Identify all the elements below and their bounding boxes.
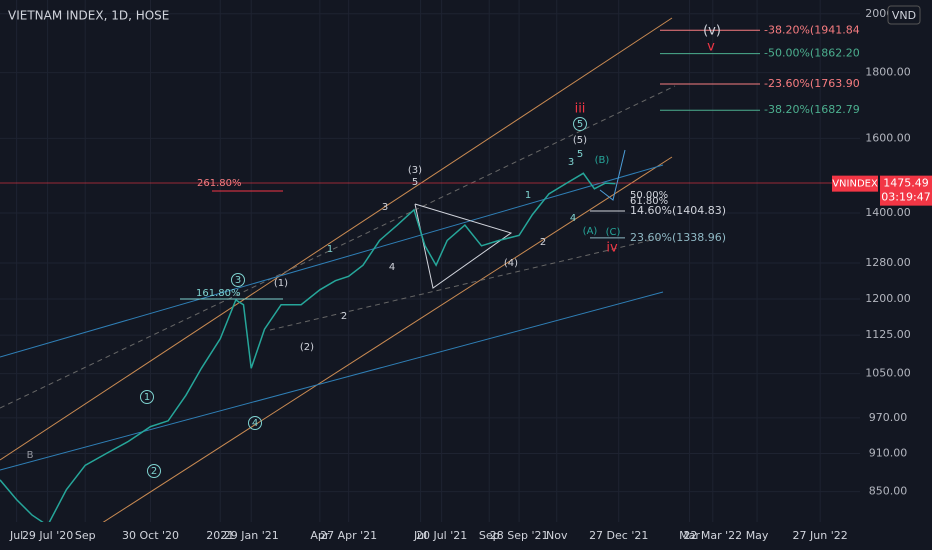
wave-label: 5 xyxy=(577,119,583,130)
wave-label: (v) xyxy=(703,24,721,39)
y-tick-label: 910.00 xyxy=(869,447,908,460)
wave-label: 50.00% xyxy=(630,190,668,201)
y-tick-label: 1400.00 xyxy=(865,206,911,219)
y-tick-label: 1280.00 xyxy=(865,256,911,269)
channel-upper xyxy=(0,17,673,461)
wave-label: 4 xyxy=(389,262,395,273)
drawings xyxy=(0,17,860,550)
fib-label: -38.20%(1682.79) xyxy=(764,103,864,116)
wave-label: (5) xyxy=(573,135,587,146)
wave-label: 1 xyxy=(144,392,150,403)
triangle xyxy=(414,203,513,289)
wave-label: (3) xyxy=(408,165,422,176)
plot: -38.20%(1941.84) -50.00%(1862.20) -23.60%(… xyxy=(0,23,864,527)
wave-circle xyxy=(140,390,154,404)
wave-label: (B) xyxy=(595,155,610,166)
wave-label: 3 xyxy=(235,275,241,286)
x-tick-label: 29 Jul '20 xyxy=(22,529,73,542)
wave-label: 261.80% xyxy=(197,178,242,189)
grid xyxy=(0,0,860,522)
last-price: 1475.49 xyxy=(883,177,929,190)
wave-label: 4 xyxy=(252,418,258,429)
price-line xyxy=(0,172,616,527)
wave-label: iii xyxy=(575,102,586,117)
chart-title: VIETNAM INDEX, 1D, HOSE xyxy=(8,9,169,23)
symbol-box xyxy=(832,175,878,192)
wave-circle xyxy=(231,273,245,287)
dashed-line xyxy=(269,237,661,331)
wave-circle xyxy=(248,416,262,430)
x-tick-label: Jul xyxy=(9,529,23,542)
x-tick-label: 27 Dec '21 xyxy=(589,529,648,542)
x-tick-label: 22 Mar '22 xyxy=(683,529,742,542)
fib-label: 14.60%(1404.83) xyxy=(630,204,726,217)
wave-label: 61.80% xyxy=(630,196,668,207)
wave-label: 5 xyxy=(577,149,583,160)
trend-line xyxy=(0,291,664,471)
x-tick-label: Sep xyxy=(479,529,500,542)
wave-label: 2 xyxy=(151,466,157,477)
fib-label: -23.60%(1763.90) xyxy=(764,77,864,90)
y-tick-label: 970.00 xyxy=(869,411,908,424)
wave-label: (2) xyxy=(300,342,314,353)
y-tick-label: 1800.00 xyxy=(865,66,911,79)
channel-mid xyxy=(0,85,676,409)
x-tick-label: Nov xyxy=(546,529,568,542)
y-axis xyxy=(860,0,932,550)
x-tick-label: 2021 xyxy=(206,529,234,542)
wave-label: (C) xyxy=(606,227,621,238)
x-tick-label: 27 Jun '22 xyxy=(793,529,848,542)
x-tick-label: Apr xyxy=(310,529,330,542)
x-tick-label: Jul xyxy=(413,529,427,542)
x-tick-label: 29 Jan '21 xyxy=(224,529,279,542)
wave-label: 1 xyxy=(327,244,333,255)
wave-circle xyxy=(147,464,161,478)
x-tick-label: Sep xyxy=(75,529,96,542)
fib-label: -50.00%(1862.20) xyxy=(764,47,864,60)
y-tick-label: 850.00 xyxy=(869,485,908,498)
channel-lower xyxy=(59,156,673,550)
wave-label: 2 xyxy=(341,311,347,322)
trend-line xyxy=(0,164,664,358)
wave-label: iv xyxy=(606,241,618,256)
currency: VND xyxy=(892,9,916,22)
wave-circle xyxy=(573,117,587,131)
wave-label: v xyxy=(707,40,715,55)
wave-label: B xyxy=(27,450,34,461)
y-tick-label: 1050.00 xyxy=(865,367,911,380)
wave-label: (4) xyxy=(504,258,518,269)
wave-label: (1) xyxy=(274,278,288,289)
wave-label: 3 xyxy=(568,157,574,168)
wave-label: 4 xyxy=(570,213,576,224)
wave-label: 3 xyxy=(382,202,388,213)
y-tick-label: 1200.00 xyxy=(865,292,911,305)
symbol-name: VNINDEX xyxy=(832,179,878,190)
x-tick-label: 20 Jul '21 xyxy=(416,529,467,542)
x-tick-label: May xyxy=(746,529,769,542)
x-tick-label: 27 Apr '21 xyxy=(320,529,377,542)
wave-label: 2 xyxy=(540,237,546,248)
y-tick-label: 1600.00 xyxy=(865,131,911,144)
y-tick-label: 1125.00 xyxy=(865,328,911,341)
projection xyxy=(599,149,626,201)
last-price-box xyxy=(880,175,932,206)
countdown: 03:19:47 xyxy=(881,191,930,204)
x-tick-label: Mar xyxy=(679,529,700,542)
fib-label: -38.20%(1941.84) xyxy=(764,23,864,36)
axes: 850.00 910.00 970.00 1050.00 1125.00 1200.00 1… xyxy=(9,7,932,542)
x-axis xyxy=(0,522,932,550)
wave-label: 1 xyxy=(525,190,531,201)
x-tick-label: 28 Sep '21 xyxy=(490,529,549,542)
wave-label: (A) xyxy=(583,226,598,237)
wave-label: 161.80% xyxy=(196,288,241,299)
x-tick-label: 30 Oct '20 xyxy=(122,529,179,542)
fib-label: 23.60%(1338.96) xyxy=(630,231,726,244)
currency-box xyxy=(887,5,921,25)
wave-label: 5 xyxy=(412,177,418,188)
